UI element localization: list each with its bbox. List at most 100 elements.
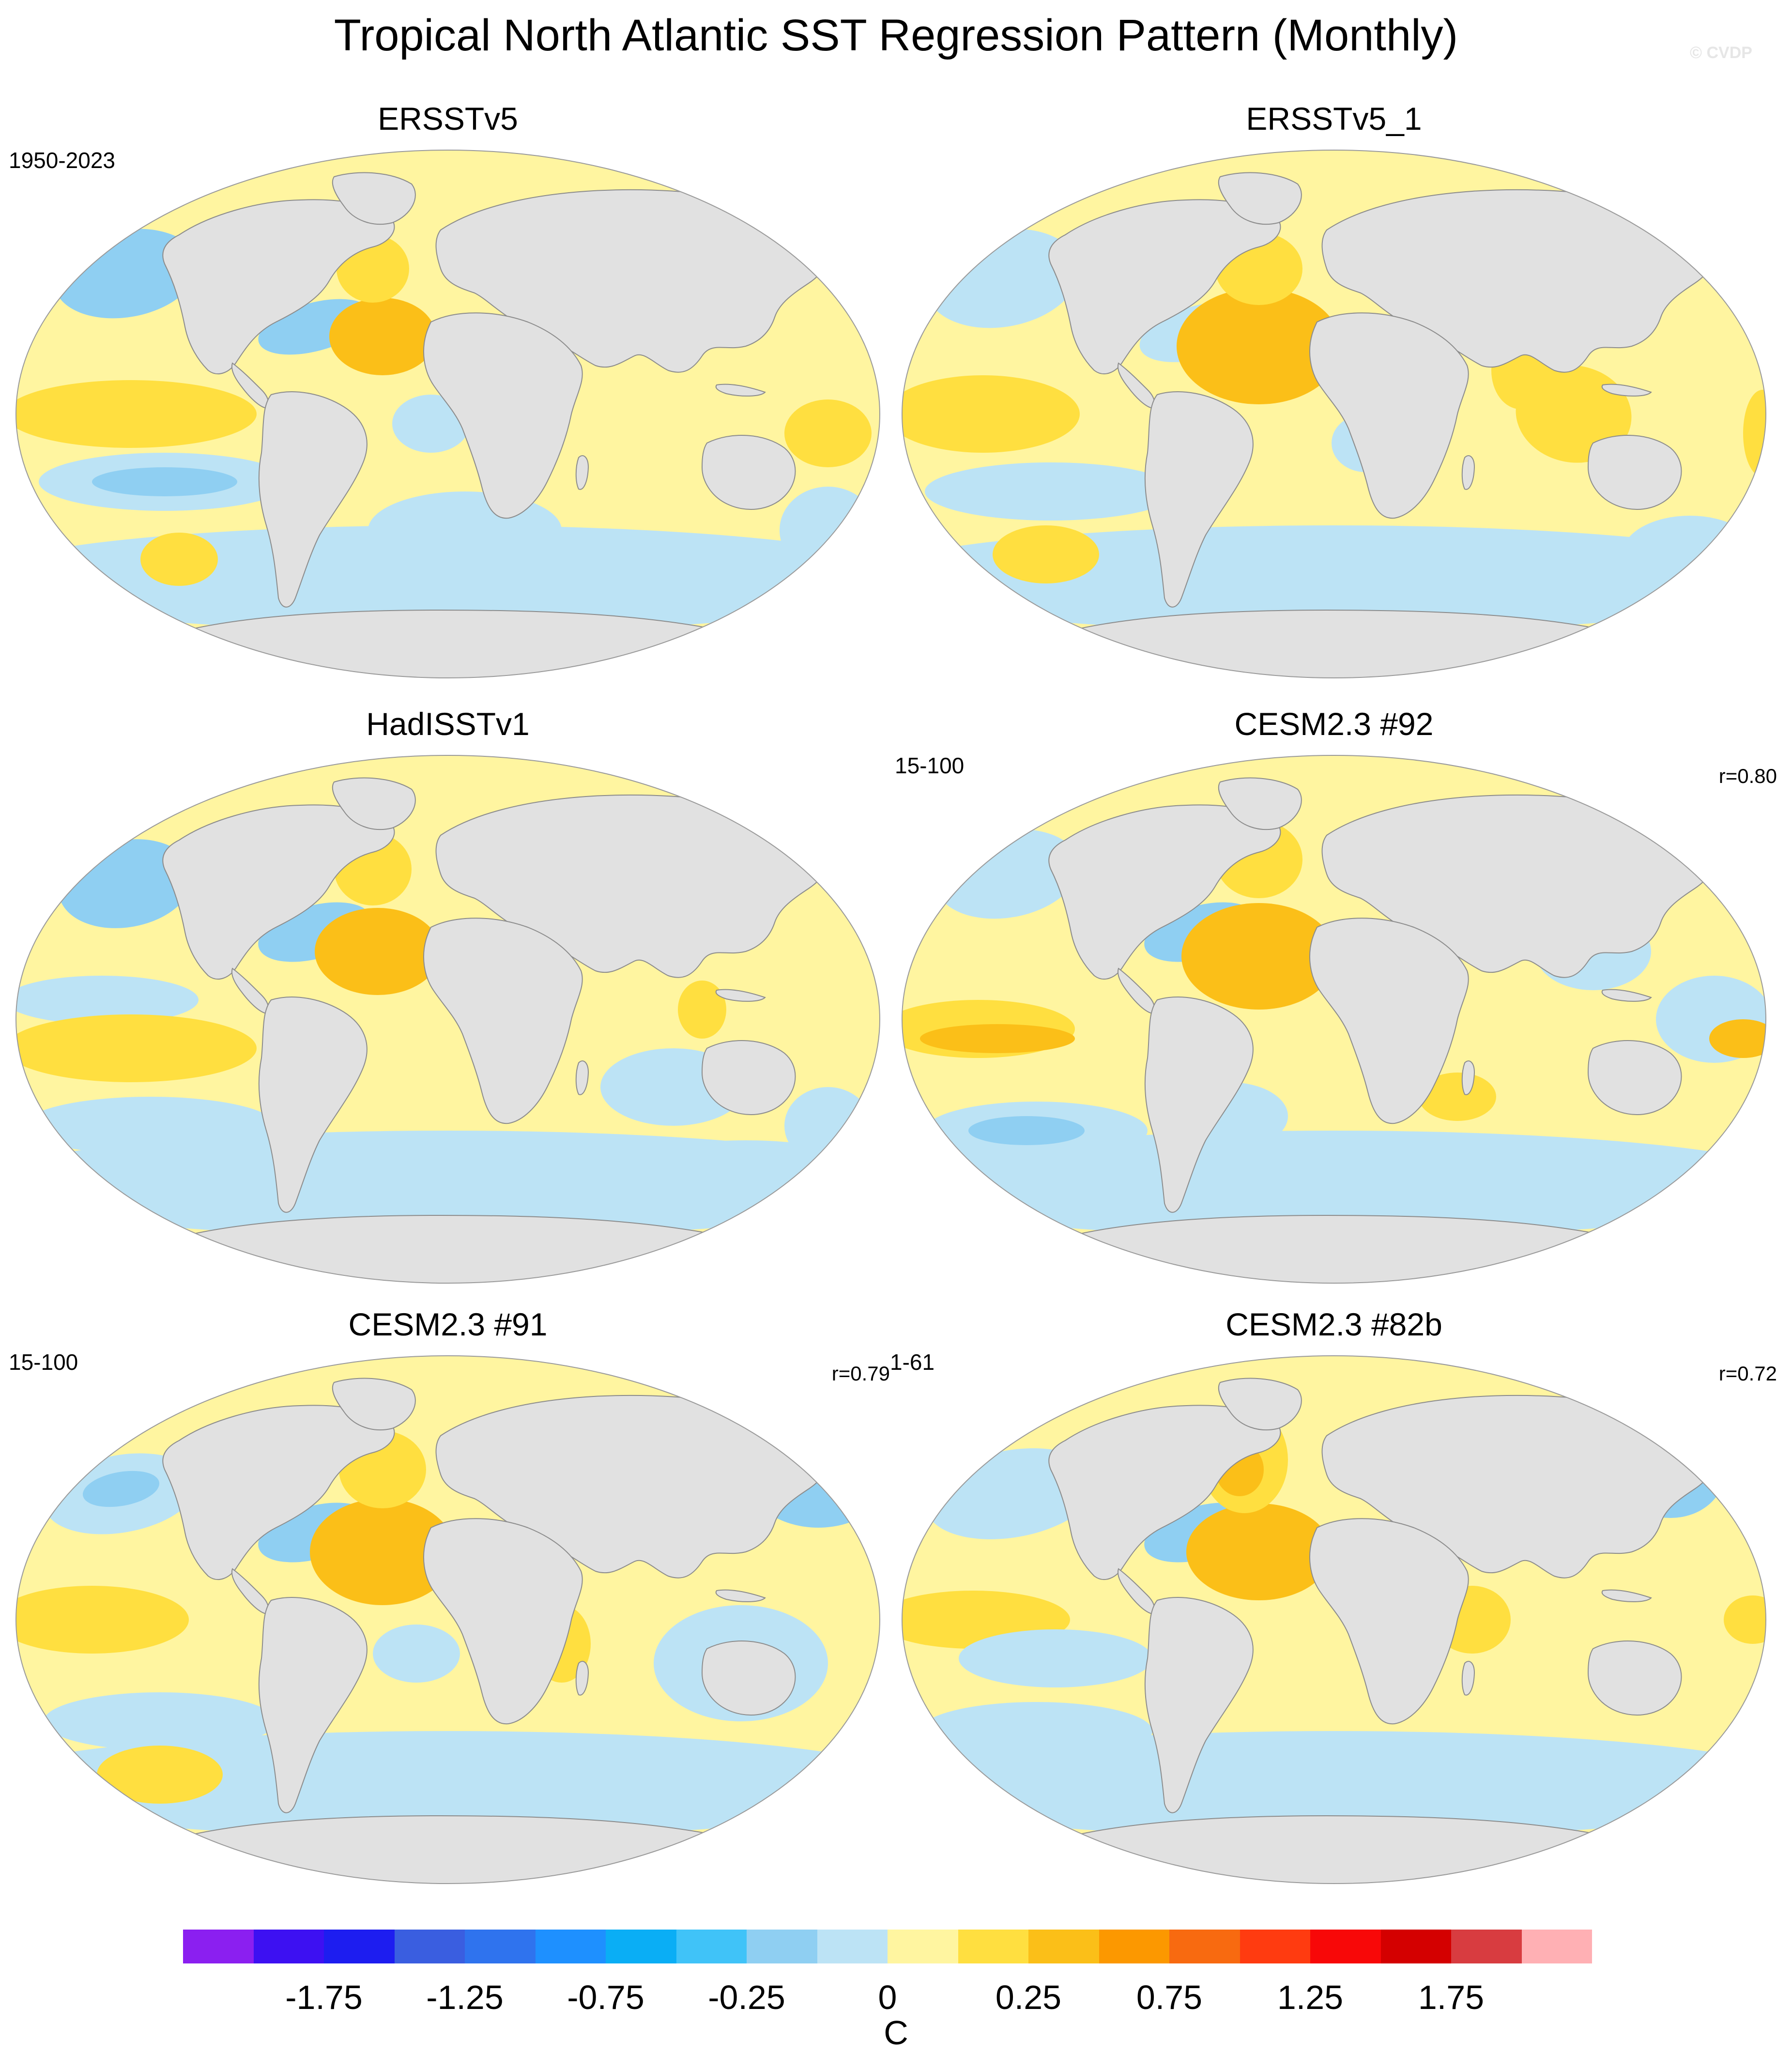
colorbar-tick-label: 0 <box>878 1978 897 2016</box>
land-mass <box>332 172 416 225</box>
anomaly-region <box>310 1499 455 1605</box>
anomaly-region <box>44 1692 276 1750</box>
land-mass <box>575 1661 589 1696</box>
land-mass <box>715 989 766 1002</box>
anomaly-region <box>1709 1019 1766 1058</box>
anomaly-region <box>625 1140 867 1198</box>
land-mass <box>1461 1060 1475 1095</box>
panel-period: 1-61 <box>890 1349 935 1375</box>
panel-period: 1950-2023 <box>9 148 115 173</box>
land-mass <box>1048 199 1281 375</box>
land-mass <box>1144 996 1254 1213</box>
map-panel-ersstv5-1: ERSSTv5_1 <box>891 99 1777 700</box>
anomaly-region <box>16 1014 257 1082</box>
land-mass <box>715 1589 766 1602</box>
colorbar-swatch <box>606 1930 676 1963</box>
panel-title: CESM2.3 #92 <box>1234 706 1434 742</box>
colorbar-swatch <box>1310 1930 1381 1963</box>
map-field <box>902 150 1766 678</box>
map-field <box>16 1356 880 1884</box>
colorbar-tick-labels: -1.75 -1.25 -0.75 -0.25 0 0.25 0.75 1.25 1.75 <box>183 1976 1592 2019</box>
land-mass <box>258 996 368 1213</box>
panel-title: CESM2.3 #91 <box>348 1306 548 1342</box>
panel-period: 15-100 <box>895 753 965 778</box>
land-mass <box>162 199 395 375</box>
anomaly-region <box>373 1625 460 1683</box>
land-mass <box>1048 1405 1281 1580</box>
regression-map <box>15 150 880 678</box>
land-mass <box>575 455 589 490</box>
land-mass <box>1601 383 1652 397</box>
land-mass <box>715 383 766 397</box>
anomaly-region <box>1177 288 1341 404</box>
land-mass <box>423 312 583 519</box>
colorbar-swatch <box>747 1930 817 1963</box>
map-border <box>15 755 880 1284</box>
land-mass <box>258 1597 368 1813</box>
anomaly-region <box>82 1471 160 1507</box>
land-mass <box>1218 172 1302 225</box>
anomaly-region <box>140 533 218 586</box>
colorbar-swatch <box>1028 1930 1099 1963</box>
colorbar-swatch <box>1451 1930 1522 1963</box>
regression-map <box>15 1355 880 1884</box>
anomaly-region <box>784 399 872 467</box>
anomaly-region <box>329 298 436 375</box>
land-mass <box>701 1040 796 1115</box>
land-mass <box>423 918 583 1124</box>
figure-title: Tropical North Atlantic SST Regression P… <box>334 11 1458 60</box>
anomaly-region <box>925 462 1177 521</box>
map-panel-cesm23-82b: CESM2.3 #82b 1-61 r=0.72 <box>890 1305 1777 1905</box>
land-mass <box>1601 1589 1652 1602</box>
watermark: © CVDP <box>1690 44 1752 62</box>
land-mass <box>1309 1518 1469 1725</box>
map-panel-ersstv5: ERSSTv5 1950-2023 <box>5 99 891 700</box>
colorbar-swatch <box>465 1930 536 1963</box>
regression-map <box>902 150 1766 678</box>
land-mass <box>1587 1640 1682 1716</box>
regression-map <box>902 755 1766 1284</box>
colorbar-swatch <box>817 1930 888 1963</box>
anomaly-region <box>16 380 257 448</box>
colorbar-swatch <box>535 1930 606 1963</box>
anomaly-region <box>392 395 470 453</box>
land-mass <box>1461 1661 1475 1696</box>
panel-title: HadISSTv1 <box>366 706 530 742</box>
anomaly-region <box>920 1024 1075 1053</box>
anomaly-region <box>902 375 1080 453</box>
panel-correlation: r=0.79 <box>831 1362 890 1385</box>
land-mass <box>575 1060 589 1095</box>
anomaly-region <box>1278 540 1569 598</box>
anomaly-region <box>1724 1595 1766 1644</box>
colorbar-tick-label: -0.75 <box>567 1978 644 2016</box>
land-mass <box>701 1640 796 1716</box>
anomaly-region <box>315 908 441 995</box>
anomaly-region <box>368 1746 707 1804</box>
land-mass <box>1587 434 1682 510</box>
anomaly-region <box>780 487 876 574</box>
land-mass <box>1218 1378 1302 1431</box>
map-panel-cesm23-92: CESM2.3 #92 15-100 r=0.80 <box>891 705 1777 1305</box>
anomaly-region <box>1419 1073 1496 1121</box>
anomaly-region <box>83 251 169 296</box>
colorbar-swatch <box>394 1930 465 1963</box>
map-field <box>16 755 880 1283</box>
land-mass <box>1309 312 1469 519</box>
land-mass <box>168 609 732 678</box>
land-mass <box>1144 391 1254 608</box>
anomaly-region <box>1273 1155 1622 1213</box>
regression-map <box>15 755 880 1284</box>
panel-correlation: r=0.72 <box>1718 1362 1777 1385</box>
colorbar-swatch <box>1380 1930 1451 1963</box>
regression-map <box>902 1355 1766 1884</box>
map-border <box>902 755 1766 1284</box>
panel-title: ERSSTv5 <box>378 101 518 137</box>
colorbar-tick-label: -0.25 <box>708 1978 785 2016</box>
colorbar <box>183 1930 1592 1963</box>
land-mass <box>701 434 796 510</box>
anomaly-region <box>920 1702 1152 1760</box>
anomaly-region <box>784 1087 872 1165</box>
panel-correlation: r=0.80 <box>1718 765 1777 787</box>
colorbar-swatch <box>253 1930 324 1963</box>
land-mass <box>168 1815 732 1884</box>
